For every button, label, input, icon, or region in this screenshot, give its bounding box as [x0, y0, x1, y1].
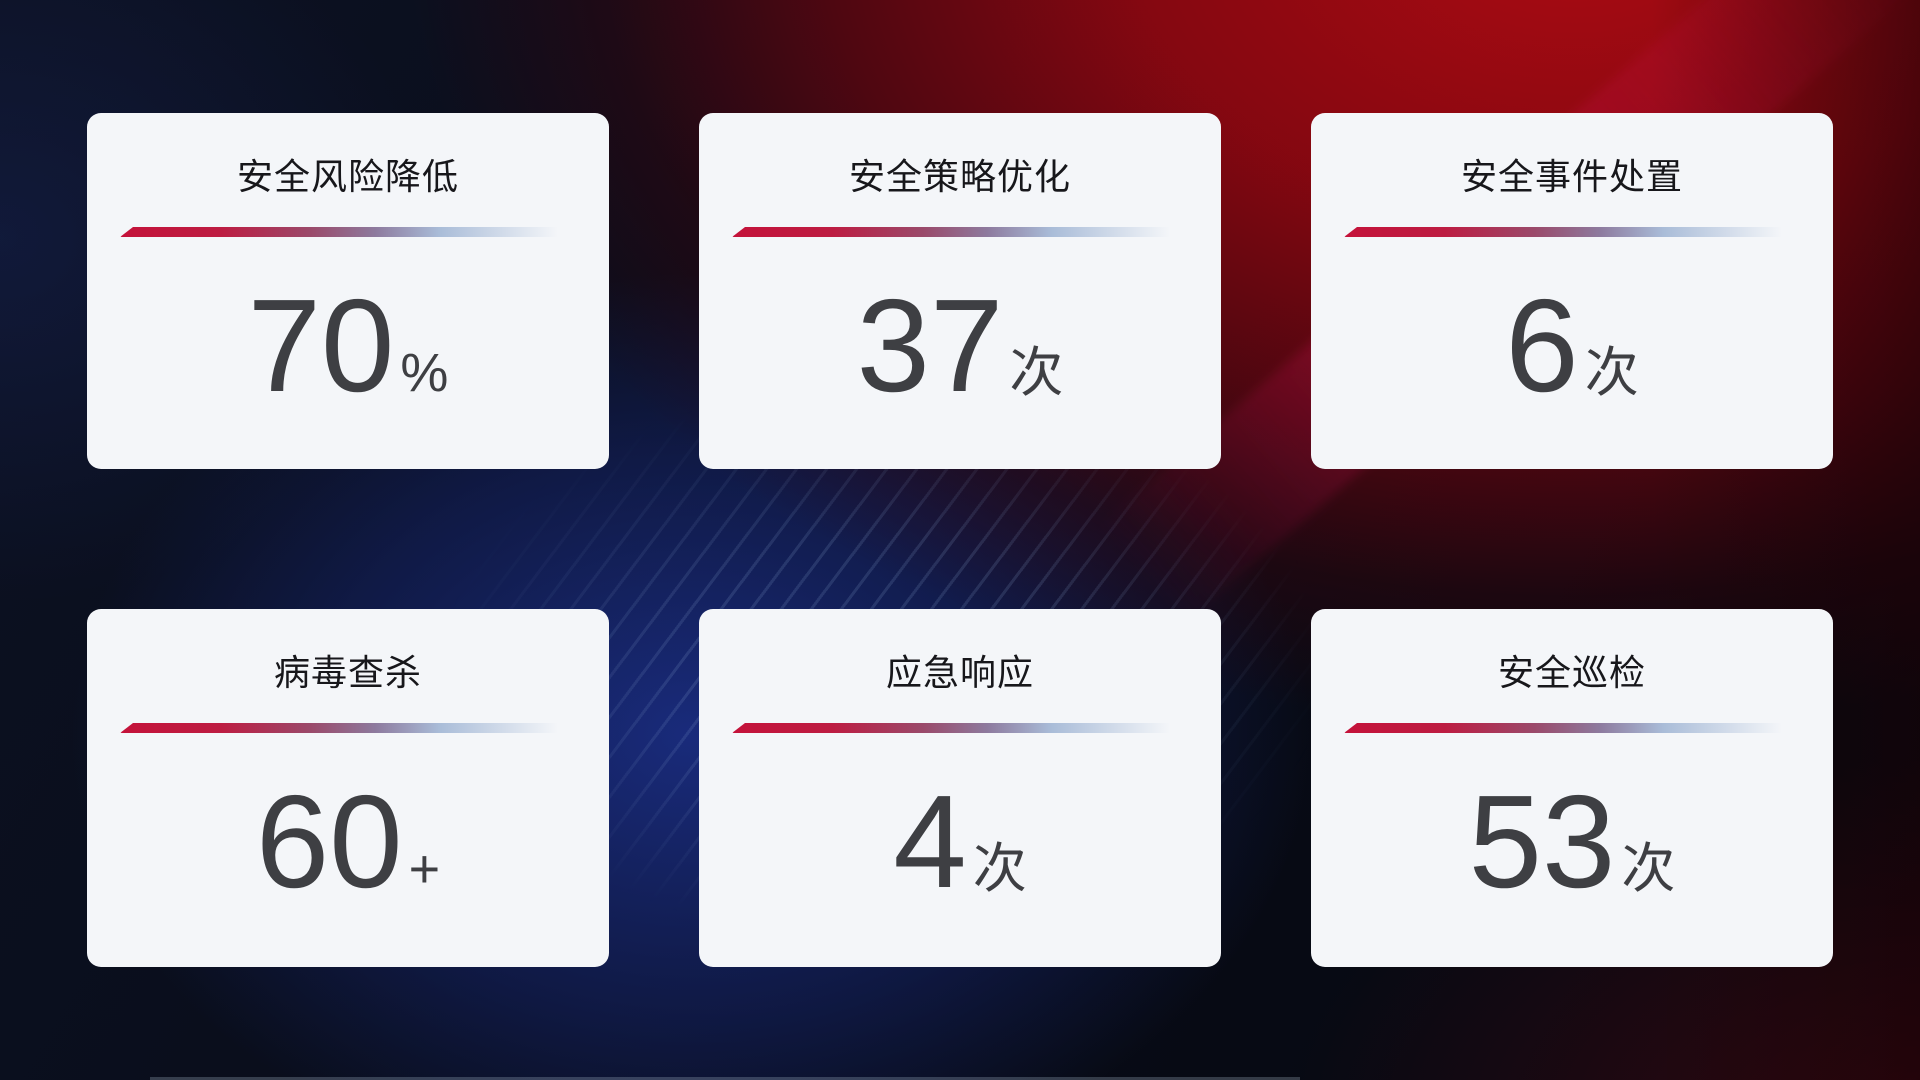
card-title: 安全策略优化 [848, 156, 1071, 197]
card-title: 安全风险降低 [236, 156, 459, 197]
card-unit: % [400, 343, 449, 403]
card-title: 应急响应 [885, 652, 1034, 693]
card-divider [732, 723, 1188, 733]
card-value: 53 [1468, 768, 1616, 915]
bottom-edge-line [150, 1077, 1300, 1080]
card-unit: 次 [1584, 343, 1639, 403]
card-value: 4 [893, 768, 967, 915]
stat-card-policy-optimization: 安全策略优化 37 次 [699, 113, 1221, 469]
card-value-row: 37 次 [857, 263, 1064, 428]
card-divider [732, 227, 1188, 237]
card-divider [120, 227, 576, 237]
card-unit: 次 [972, 839, 1027, 899]
card-value: 60 [255, 768, 403, 915]
card-title: 安全巡检 [1497, 652, 1646, 693]
card-divider [1344, 227, 1800, 237]
card-value-row: 53 次 [1469, 759, 1676, 924]
stat-card-security-inspection: 安全巡检 53 次 [1311, 609, 1833, 967]
stat-card-risk-reduction: 安全风险降低 70% [87, 113, 609, 469]
card-divider [120, 723, 576, 733]
card-title: 病毒查杀 [273, 652, 422, 693]
card-value: 6 [1505, 272, 1579, 419]
stat-card-virus-scan: 病毒查杀 60 + [87, 609, 609, 967]
card-divider [1344, 723, 1800, 733]
card-value-row: 60 + [256, 759, 440, 924]
card-unit: 次 [1009, 343, 1064, 403]
card-value: 37 [856, 272, 1004, 419]
card-value-row: 70% [248, 263, 449, 428]
card-unit: 次 [1621, 839, 1676, 899]
card-value: 70 [247, 272, 395, 419]
card-unit: + [408, 839, 441, 899]
card-title: 安全事件处置 [1460, 156, 1683, 197]
